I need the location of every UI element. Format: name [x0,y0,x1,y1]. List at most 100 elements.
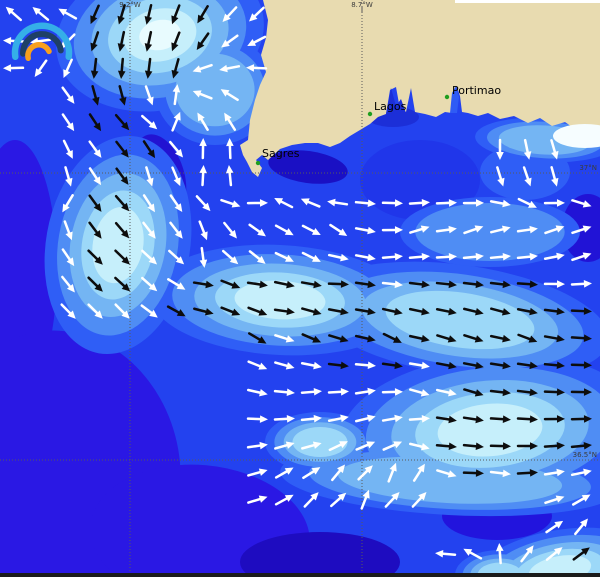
direction-arrow-icon [300,414,322,423]
direction-arrow-icon [409,225,430,234]
city-dot-sagres[interactable] [255,160,261,166]
direction-arrow-icon [327,307,349,316]
direction-arrow-icon [435,415,457,424]
direction-arrow-icon [489,199,511,208]
direction-arrow-icon [436,334,457,343]
direction-arrow-icon [5,6,23,22]
direction-arrow-icon [435,388,457,397]
direction-arrow-icon [88,167,102,186]
direction-arrow-icon [435,253,457,261]
direction-arrow-icon [435,280,457,289]
brand-logo-icon[interactable] [11,22,73,62]
direction-arrow-icon [543,441,565,450]
direction-arrow-icon [274,198,294,209]
direction-arrow-icon [88,140,102,158]
direction-arrow-icon [114,303,130,319]
direction-arrow-icon [301,441,322,450]
direction-arrow-icon [412,463,425,482]
direction-arrow-icon [381,388,403,396]
direction-arrow-icon [516,415,538,423]
direction-arrow-icon [303,492,319,508]
grid-label-meridian: 8.7°W [351,1,373,9]
direction-arrow-icon [570,307,592,315]
direction-arrow-icon [571,252,592,262]
direction-arrow-icon [516,280,538,288]
direction-arrow-icon [435,225,457,234]
direction-arrow-icon [222,6,238,23]
direction-arrow-icon [516,252,538,261]
direction-arrow-icon [570,334,592,342]
city-markers: Lagos Portimao Sagres [255,84,501,166]
estuary-0 [386,88,406,114]
direction-arrow-icon [550,166,559,187]
direction-arrow-icon [246,64,268,72]
direction-arrow-icon [517,197,537,208]
direction-arrow-icon [115,167,129,185]
direction-arrow-icon [302,467,321,480]
direction-arrow-icon [63,220,73,241]
direction-arrow-icon [570,415,592,423]
direction-arrow-icon [192,63,213,73]
grid-label-parallel: 36.5°N [573,451,597,459]
direction-arrow-icon [435,199,457,207]
direction-arrow-icon [408,280,430,289]
direction-arrow-icon [90,57,99,79]
direction-arrow-icon [357,465,373,481]
direction-arrow-icon [543,307,565,316]
direction-arrow-icon [141,276,158,292]
direction-arrow-icon [87,303,103,319]
direction-arrow-icon [225,165,234,187]
direction-arrow-icon [166,305,186,317]
direction-arrow-icon [87,249,103,265]
direction-arrow-icon [199,246,208,268]
direction-arrow-icon [87,276,103,292]
direction-arrow-icon [327,198,349,207]
direction-arrow-icon [354,307,376,316]
direction-arrow-icon [517,333,538,343]
direction-arrow-icon [462,361,484,370]
direction-arrow-icon [408,361,430,370]
direction-arrow-icon [246,441,268,450]
direction-arrow-icon [327,414,349,423]
city-label-sagres: Sagres [262,147,300,160]
direction-arrow-icon [91,85,100,106]
direction-arrow-icon [169,194,183,213]
direction-arrow-icon [544,225,565,235]
direction-arrow-icon [274,441,295,450]
direction-arrow-icon [570,361,592,369]
city-dot-lagos[interactable] [367,111,373,117]
direction-arrow-icon [88,221,102,239]
sea-light-bands [44,0,600,577]
direction-arrow-icon [144,85,154,106]
direction-arrow-icon [114,221,130,239]
direction-arrow-icon [408,252,430,261]
direction-arrow-icon [489,415,511,423]
direction-arrow-icon [387,462,397,483]
direction-arrow-icon [523,138,532,160]
direction-arrow-icon [219,64,241,73]
direction-arrow-icon [496,138,504,160]
direction-arrow-icon [570,388,592,396]
direction-arrow-icon [246,280,268,289]
direction-arrow-icon [58,8,78,20]
direction-arrow-icon [462,469,484,477]
direction-arrow-icon [574,518,588,536]
bottom-border [0,573,600,577]
direction-arrow-icon [168,249,185,265]
direction-arrow-icon [381,414,403,423]
direction-arrow-icon [489,280,511,289]
direction-arrow-icon [550,139,559,160]
direction-arrow-icon [61,248,75,267]
grid-label-parallel: 37°N [579,164,597,172]
direction-arrow-icon [489,361,511,370]
city-label-portimao: Portimao [452,84,501,97]
city-dot-portimao[interactable] [444,94,450,100]
direction-arrow-icon [543,415,565,423]
direction-arrow-icon [327,253,349,262]
direction-arrow-icon [409,388,430,397]
direction-arrow-icon [145,166,154,187]
direction-arrow-icon [301,307,322,316]
direction-arrow-icon [301,224,321,235]
